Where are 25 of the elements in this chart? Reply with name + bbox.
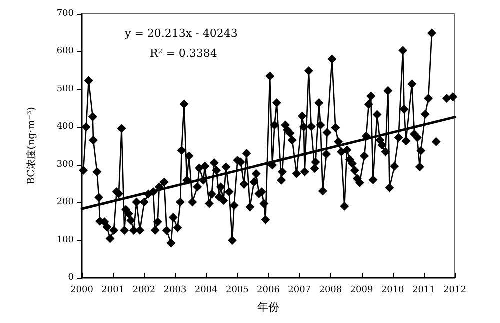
y-axis-title: BC浓度(ng·m⁻³) xyxy=(26,107,38,185)
x-tick-label: 2007 xyxy=(288,286,312,296)
y-tick-label: 300 xyxy=(56,160,74,170)
annotation: R² = 0.3384 xyxy=(150,47,218,60)
x-tick-label: 2004 xyxy=(194,286,218,296)
x-tick-label: 2001 xyxy=(102,286,125,296)
x-tick-label: 2002 xyxy=(132,286,156,296)
x-tick-label: 2006 xyxy=(257,286,280,296)
y-tick-label: 400 xyxy=(56,122,74,132)
x-tick-label: 2005 xyxy=(226,286,250,296)
x-axis-title: 年份 xyxy=(258,301,280,314)
x-tick-label: 2000 xyxy=(70,286,94,296)
x-tick-label: 2008 xyxy=(319,286,342,296)
x-tick-label: 2010 xyxy=(381,286,405,296)
x-tick-label: 2011 xyxy=(412,286,436,296)
x-tick-label: 2003 xyxy=(164,286,187,296)
x-tick-label: 2009 xyxy=(350,286,374,296)
y-tick-label: 500 xyxy=(56,84,74,94)
y-tick-label: 600 xyxy=(56,46,74,57)
y-tick-label: 0 xyxy=(68,273,74,283)
x-tick-label: 2012 xyxy=(444,286,466,296)
y-tick-label: 700 xyxy=(56,9,74,19)
annotation: y = 20.213x - 40243 xyxy=(124,27,238,40)
y-tick-label: 200 xyxy=(56,198,74,208)
y-tick-label: 100 xyxy=(56,235,74,246)
